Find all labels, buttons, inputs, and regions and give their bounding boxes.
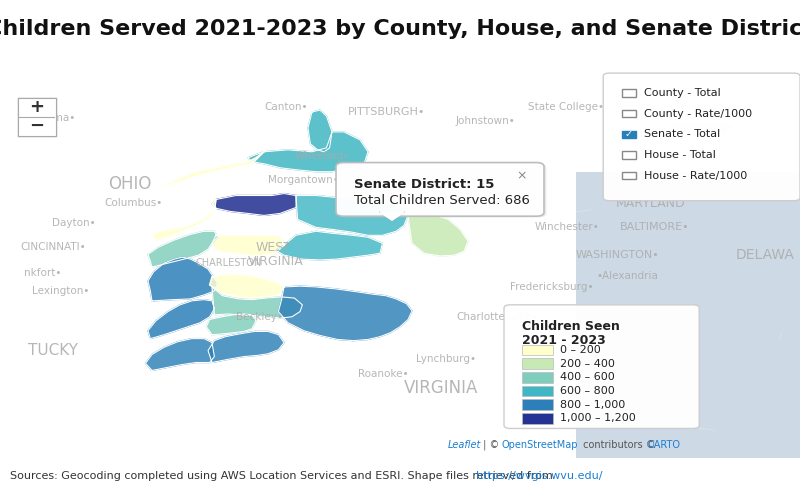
- Text: | ©: | ©: [480, 440, 502, 450]
- Bar: [522, 345, 553, 355]
- Text: OHIO: OHIO: [108, 175, 151, 193]
- Text: County - Rate/1000: County - Rate/1000: [644, 109, 752, 119]
- Polygon shape: [148, 231, 218, 267]
- Polygon shape: [210, 274, 284, 298]
- Text: Roanoke•: Roanoke•: [358, 369, 409, 379]
- Text: +: +: [30, 99, 44, 116]
- Text: 200 – 400: 200 – 400: [560, 358, 615, 369]
- Text: Johnstown•: Johnstown•: [456, 116, 516, 126]
- Text: OpenStreetMap: OpenStreetMap: [502, 440, 578, 450]
- Polygon shape: [248, 132, 368, 172]
- Polygon shape: [380, 212, 404, 220]
- Text: Columbus•: Columbus•: [104, 198, 162, 208]
- Text: Canton•: Canton•: [264, 102, 307, 112]
- Polygon shape: [148, 299, 214, 339]
- Bar: [622, 110, 636, 117]
- Text: CHARLESTON: CHARLESTON: [196, 258, 262, 268]
- Bar: [522, 399, 553, 410]
- FancyBboxPatch shape: [336, 162, 544, 216]
- Polygon shape: [296, 196, 408, 235]
- FancyBboxPatch shape: [603, 73, 800, 200]
- Text: State College•: State College•: [528, 102, 604, 112]
- Polygon shape: [212, 235, 284, 255]
- Text: CINCINNATI•: CINCINNATI•: [20, 242, 86, 252]
- Text: Children Served 2021-2023 by County, House, and Senate District: Children Served 2021-2023 by County, Hou…: [0, 19, 800, 39]
- Polygon shape: [146, 339, 214, 370]
- Text: House - Total: House - Total: [644, 150, 716, 160]
- Text: 600 – 800: 600 – 800: [560, 386, 614, 396]
- Text: Leaflet: Leaflet: [448, 440, 482, 450]
- Polygon shape: [206, 314, 256, 335]
- Text: https://wvgis.wvu.edu/: https://wvgis.wvu.edu/: [476, 471, 602, 481]
- Bar: [522, 358, 553, 369]
- Polygon shape: [212, 287, 302, 318]
- Text: Winchester•: Winchester•: [534, 222, 599, 232]
- Text: 1,000 – 1,200: 1,000 – 1,200: [560, 413, 636, 423]
- Text: WASHINGTON•: WASHINGTON•: [576, 250, 660, 260]
- Polygon shape: [278, 286, 412, 341]
- Text: Dayton•: Dayton•: [52, 218, 96, 228]
- Polygon shape: [156, 152, 264, 188]
- Bar: [522, 413, 553, 424]
- Polygon shape: [408, 213, 468, 256]
- Text: ✓: ✓: [625, 129, 633, 139]
- Text: Sources: Geocoding completed using AWS Location Services and ESRI. Shape files r: Sources: Geocoding completed using AWS L…: [10, 471, 557, 481]
- Text: House - Rate/1000: House - Rate/1000: [644, 171, 747, 181]
- Text: RICHMOND•: RICHMOND•: [548, 322, 617, 332]
- Text: Lima•: Lima•: [44, 113, 75, 123]
- Bar: [622, 172, 636, 179]
- Polygon shape: [208, 332, 284, 362]
- Text: 800 – 1,000: 800 – 1,000: [560, 399, 626, 410]
- Polygon shape: [308, 110, 332, 152]
- Text: 0 – 200: 0 – 200: [560, 345, 601, 355]
- Text: −: −: [30, 117, 44, 135]
- Text: VIRGINIA: VIRGINIA: [404, 379, 478, 397]
- Text: Senate District: 15: Senate District: 15: [354, 178, 494, 192]
- Text: Senate - Total: Senate - Total: [644, 129, 720, 139]
- Bar: [576, 172, 800, 458]
- Text: ×: ×: [516, 170, 527, 183]
- Text: Lynchburg•: Lynchburg•: [416, 353, 476, 363]
- Text: WEST: WEST: [256, 241, 292, 254]
- Text: County - Total: County - Total: [644, 88, 721, 98]
- Text: Harrisburg•: Harrisburg•: [672, 123, 734, 133]
- Text: •Alexandria: •Alexandria: [596, 271, 658, 281]
- Bar: [622, 131, 636, 138]
- Text: nkfort•: nkfort•: [24, 268, 62, 278]
- Text: contributors ©: contributors ©: [580, 440, 658, 450]
- FancyBboxPatch shape: [338, 164, 546, 217]
- Text: Beckley•: Beckley•: [236, 312, 283, 322]
- Polygon shape: [276, 231, 382, 260]
- Text: MARYLAND: MARYLAND: [616, 197, 686, 210]
- Polygon shape: [212, 194, 296, 215]
- Text: Fredericksburg•: Fredericksburg•: [510, 282, 594, 292]
- Text: BALTIMORE•: BALTIMORE•: [620, 222, 690, 232]
- Bar: [18, 98, 56, 117]
- Text: Morgantown•: Morgantown•: [268, 175, 338, 185]
- Text: TUCKY: TUCKY: [28, 343, 78, 358]
- Bar: [18, 117, 56, 136]
- Bar: [622, 90, 636, 97]
- Polygon shape: [148, 257, 218, 301]
- Text: Total Children Served: 686: Total Children Served: 686: [354, 194, 530, 206]
- Bar: [622, 151, 636, 158]
- Text: Children Seen: Children Seen: [522, 320, 620, 333]
- Text: Charlottesville•: Charlottesville•: [456, 312, 538, 322]
- Bar: [522, 372, 553, 383]
- Text: PITTSBURGH•: PITTSBURGH•: [348, 107, 426, 117]
- FancyBboxPatch shape: [18, 98, 56, 136]
- Text: 400 – 600: 400 – 600: [560, 372, 614, 382]
- FancyBboxPatch shape: [504, 305, 699, 429]
- Text: Wheeling•: Wheeling•: [294, 151, 350, 161]
- Text: VIRGINIA: VIRGINIA: [248, 254, 304, 268]
- Text: CARTO: CARTO: [648, 440, 681, 450]
- Text: DELAWA: DELAWA: [736, 248, 795, 262]
- Polygon shape: [152, 199, 216, 240]
- Bar: [522, 386, 553, 396]
- Text: 2021 - 2023: 2021 - 2023: [522, 334, 606, 347]
- Text: Lexington•: Lexington•: [32, 286, 90, 296]
